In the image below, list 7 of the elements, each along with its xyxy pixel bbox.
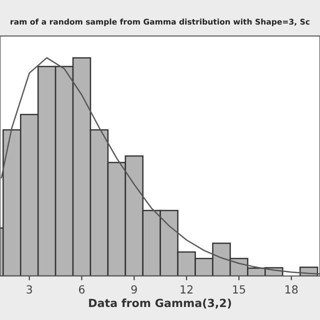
x-tick-label: 15	[233, 285, 246, 294]
x-tick-label: 9	[131, 285, 137, 294]
x-tick-label: 12	[180, 285, 193, 294]
x-tick-label: 18	[286, 285, 298, 294]
x-tick-label: 6	[78, 285, 85, 294]
x-axis-title: Data from Gamma(3,2)	[89, 298, 231, 309]
x-tick-label: 3	[26, 285, 32, 294]
